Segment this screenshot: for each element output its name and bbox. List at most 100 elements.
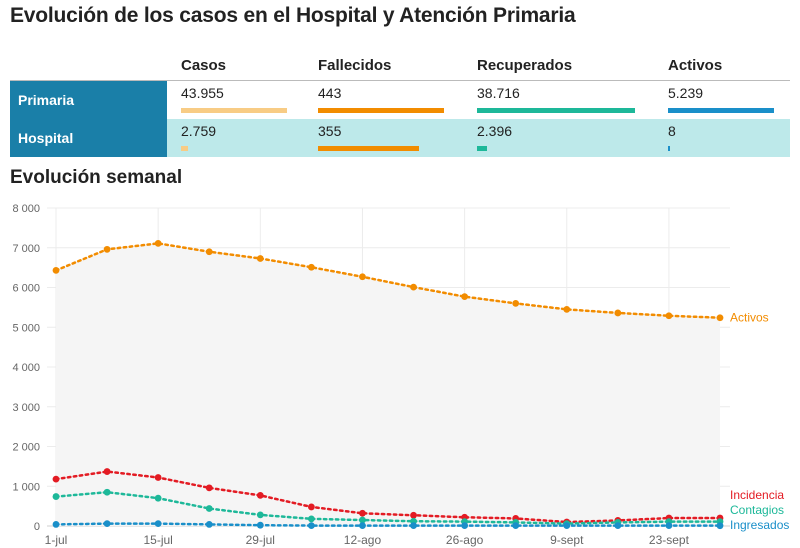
cell-hospital-casos: 2.759 (167, 119, 304, 157)
data-point-contagios (256, 511, 264, 519)
stats-header: Casos Fallecidos Recuperados Activos (10, 53, 790, 80)
y-tick-label: 1 000 (12, 481, 40, 493)
value-hospital-activos: 8 (668, 123, 676, 139)
series-line-contagios (54, 490, 722, 525)
x-tick-label: 15-jul (143, 533, 172, 547)
y-tick-label: 2 000 (12, 442, 40, 454)
data-point-activos (410, 283, 417, 291)
series-line-incidencia (54, 470, 722, 524)
data-point-incidencia (359, 509, 366, 517)
x-tick-label: 9-sept (550, 533, 584, 547)
bar-primaria-recuperados (477, 108, 635, 113)
y-tick-label: 4 000 (12, 362, 40, 374)
data-point-activos (512, 300, 520, 307)
data-point-contagios (307, 515, 315, 523)
bar-primaria-activos (668, 108, 774, 113)
y-tick-label: 8 000 (12, 203, 40, 215)
series-label-ingresados: Ingresados (730, 518, 789, 532)
x-tick-label: 12-ago (344, 533, 382, 547)
data-point-activos (52, 267, 60, 274)
series-label-activos: Activos (730, 311, 769, 325)
y-tick-label: 7 000 (12, 243, 40, 255)
data-point-activos (103, 245, 111, 253)
y-tick-label: 5 000 (12, 322, 40, 334)
bar-hospital-recuperados (477, 146, 487, 151)
x-tick-label: 23-sept (649, 533, 690, 547)
data-point-incidencia (205, 484, 213, 492)
x-tick-label: 29-jul (246, 533, 275, 547)
cell-primaria-recuperados: 38.716 (463, 81, 654, 119)
data-point-ingresados (154, 520, 162, 528)
cell-hospital-recuperados: 2.396 (463, 119, 654, 157)
data-point-ingresados (410, 522, 417, 530)
weekly-evolution-chart: 0 1 000 2 000 3 000 4 000 5 000 6 000 7 000 8 00… (12, 203, 789, 547)
header-casos: Casos (181, 57, 227, 74)
data-point-activos (256, 255, 264, 262)
bar-hospital-casos (181, 146, 188, 151)
data-point-ingresados (256, 521, 264, 529)
data-point-activos (716, 314, 724, 322)
data-point-ingresados (716, 522, 724, 530)
data-point-ingresados (665, 522, 673, 530)
bar-primaria-fallecidos (318, 108, 444, 113)
data-point-ingresados (205, 521, 213, 528)
value-primaria-recuperados: 38.716 (477, 85, 520, 101)
data-point-activos (307, 263, 315, 271)
cell-primaria-activos: 5.239 (654, 81, 790, 119)
cell-primaria-casos: 43.955 (167, 81, 304, 119)
value-hospital-casos: 2.759 (181, 123, 217, 139)
bar-hospital-fallecidos (318, 146, 419, 151)
bar-primaria-casos (181, 108, 287, 113)
data-point-incidencia (52, 475, 60, 483)
data-point-ingresados (614, 522, 622, 530)
cell-primaria-fallecidos: 443 (304, 81, 463, 119)
series-line-activos (54, 242, 722, 319)
activos-area (56, 243, 720, 526)
value-hospital-fallecidos: 355 (318, 123, 342, 139)
data-point-incidencia (103, 468, 111, 475)
stats-row-hospital: Hospital 2.759 355 2.396 8 (10, 119, 790, 157)
stats-table: Casos Fallecidos Recuperados Activos Pri… (10, 53, 790, 157)
chart-subtitle: Evolución semanal (10, 167, 183, 188)
y-tick-label: 0 (34, 521, 40, 533)
data-point-ingresados (307, 522, 315, 530)
cell-hospital-activos: 8 (654, 119, 790, 157)
data-point-activos (154, 239, 162, 247)
header-recuperados: Recuperados (477, 57, 573, 74)
data-point-ingresados (512, 522, 520, 530)
data-point-incidencia (256, 491, 264, 499)
page-title: Evolución de los casos en el Hospital y … (10, 4, 576, 27)
data-point-ingresados (52, 521, 60, 528)
data-point-contagios (359, 516, 366, 524)
data-point-contagios (205, 505, 213, 512)
data-point-contagios (154, 494, 162, 502)
series-label-incidencia: Incidencia (730, 488, 784, 502)
row-cells-hospital: 2.759 355 2.396 8 (167, 119, 790, 157)
series-label-contagios: Contagios (730, 503, 784, 517)
x-tick-label: 26-ago (446, 533, 484, 547)
data-point-activos (461, 293, 469, 301)
data-point-ingresados (103, 520, 111, 528)
bar-hospital-activos (668, 146, 670, 151)
data-point-incidencia (307, 503, 315, 511)
stats-row-primaria: Primaria 43.955 443 38.716 5.239 (10, 81, 790, 119)
x-tick-label: 1-jul (45, 533, 68, 547)
value-hospital-recuperados: 2.396 (477, 123, 513, 139)
data-point-activos (665, 312, 673, 320)
row-label-hospital: Hospital (10, 119, 167, 157)
data-point-ingresados (359, 522, 366, 530)
data-point-contagios (52, 493, 60, 500)
row-cells-primaria: 43.955 443 38.716 5.239 (167, 81, 790, 119)
header-divider (10, 80, 790, 81)
value-primaria-fallecidos: 443 (318, 85, 342, 101)
y-tick-label: 3 000 (12, 402, 40, 414)
data-point-activos (359, 273, 366, 281)
y-tick-label: 6 000 (12, 283, 40, 295)
data-point-ingresados (563, 522, 571, 530)
value-primaria-casos: 43.955 (181, 85, 224, 101)
data-point-contagios (103, 488, 111, 496)
header-fallecidos: Fallecidos (318, 57, 392, 74)
data-point-activos (614, 309, 622, 317)
cell-hospital-fallecidos: 355 (304, 119, 463, 157)
data-point-incidencia (154, 474, 162, 481)
